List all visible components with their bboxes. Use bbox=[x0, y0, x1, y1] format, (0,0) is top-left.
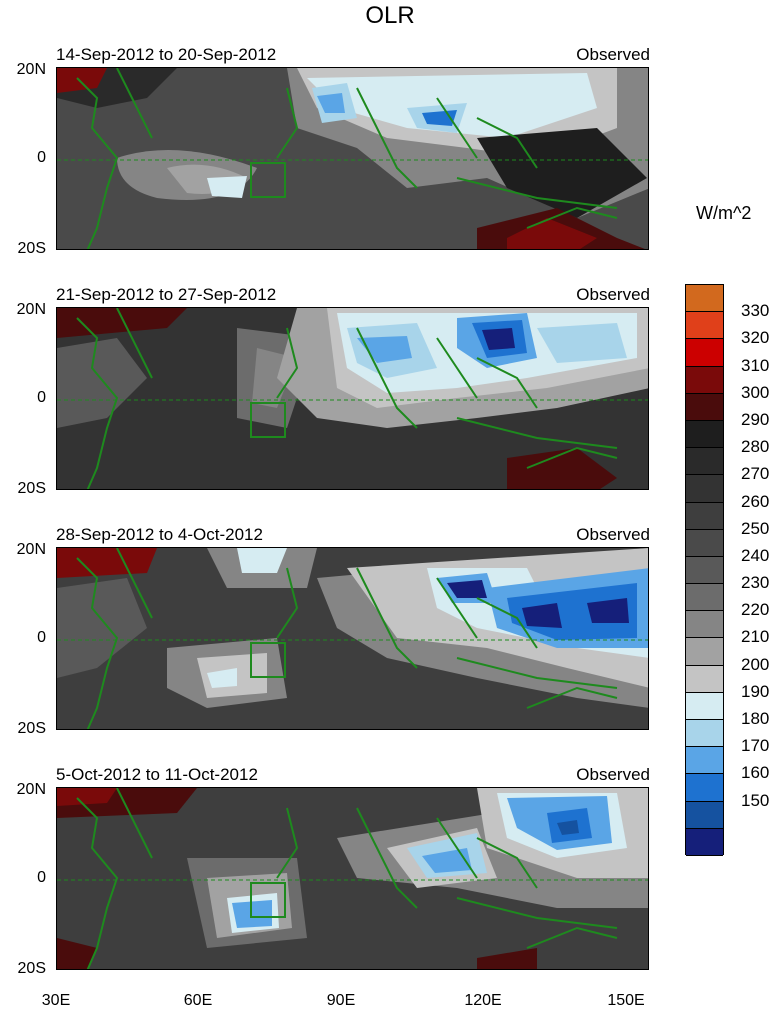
colorbar-level-label: 330 bbox=[741, 301, 770, 321]
colorbar-level-label: 190 bbox=[741, 681, 770, 701]
observed-label: Observed bbox=[576, 45, 650, 64]
date-range-label: 21-Sep-2012 to 27-Sep-2012 bbox=[56, 285, 277, 304]
colorbar-level-label: 260 bbox=[741, 491, 770, 511]
colorbar-box bbox=[686, 774, 723, 802]
colorbar-box bbox=[686, 312, 723, 340]
map-panel-4: 5-Oct-2012 to 11-Oct-2012 Observed bbox=[0, 765, 680, 977]
colorbar-level-label: 280 bbox=[741, 437, 770, 457]
colorbar-box bbox=[686, 502, 723, 530]
map-panel-1: 14-Sep-2012 to 20-Sep-2012 Observed 20N … bbox=[0, 45, 680, 257]
colorbar-box bbox=[686, 665, 723, 693]
map-panel-3: 28-Sep-2012 to 4-Oct-2012 Observed 20N bbox=[0, 525, 680, 737]
colorbar-level-label: 180 bbox=[741, 709, 770, 729]
colorbar-box bbox=[686, 475, 723, 503]
colorbar-level-label: 320 bbox=[741, 328, 770, 348]
colorbar-level-label: 270 bbox=[741, 464, 770, 484]
date-range-label: 28-Sep-2012 to 4-Oct-2012 bbox=[56, 525, 263, 544]
colorbar-box bbox=[686, 692, 723, 721]
lon-label-150e: 150E bbox=[607, 992, 645, 1009]
colorbar-box bbox=[686, 556, 723, 585]
colorbar-box bbox=[686, 638, 723, 666]
lat-label-20s: 20S bbox=[17, 960, 46, 977]
lat-label-20s: 20S bbox=[17, 720, 46, 737]
observed-label: Observed bbox=[576, 285, 650, 304]
map-title: OLR bbox=[365, 2, 415, 29]
lat-label-20n: 20N bbox=[16, 301, 46, 318]
map-panel-2: 21-Sep-2012 to 27-Sep-2012 Observed 20N … bbox=[0, 285, 680, 497]
lat-label-eq: 0 bbox=[37, 149, 46, 166]
colorbar-level-label: 220 bbox=[741, 600, 770, 620]
colorbar-level-label: 200 bbox=[741, 654, 770, 674]
lon-label-60e: 60E bbox=[183, 992, 213, 1009]
olr-map bbox=[56, 307, 649, 490]
lat-label-20n: 20N bbox=[16, 541, 46, 558]
lon-label-120e: 120E bbox=[464, 992, 502, 1009]
colorbar-box bbox=[686, 801, 723, 829]
colorbar-box bbox=[686, 420, 723, 449]
lat-label-eq: 0 bbox=[37, 389, 46, 406]
colorbar bbox=[685, 284, 724, 856]
colorbar-box bbox=[686, 720, 723, 748]
colorbar-level-label: 240 bbox=[741, 545, 770, 565]
lat-label-20n: 20N bbox=[16, 61, 46, 78]
colorbar-level-label: 170 bbox=[741, 736, 770, 756]
colorbar-box bbox=[686, 747, 723, 775]
lat-label-20s: 20S bbox=[17, 480, 46, 497]
lat-label-eq: 0 bbox=[37, 869, 46, 886]
colorbar-box bbox=[686, 339, 723, 367]
colorbar-level-label: 150 bbox=[741, 790, 770, 810]
colorbar-box bbox=[686, 285, 723, 313]
date-range-label: 14-Sep-2012 to 20-Sep-2012 bbox=[56, 45, 277, 64]
olr-map bbox=[56, 787, 649, 970]
lat-label-eq: 0 bbox=[37, 629, 46, 646]
olr-map bbox=[56, 547, 649, 730]
colorbar-level-label: 310 bbox=[741, 355, 770, 375]
olr-map bbox=[56, 67, 649, 250]
colorbar-box bbox=[686, 448, 723, 476]
colorbar-box bbox=[686, 529, 723, 557]
colorbar-level-label: 230 bbox=[741, 573, 770, 593]
observed-label: Observed bbox=[576, 525, 650, 544]
colorbar-title: W/m^2 bbox=[696, 203, 752, 223]
lat-label-20n: 20N bbox=[16, 781, 46, 798]
colorbar-level-label: 160 bbox=[741, 763, 770, 783]
lon-label-90e: 90E bbox=[326, 992, 356, 1009]
colorbar-level-label: 300 bbox=[741, 382, 770, 402]
colorbar-level-label: 250 bbox=[741, 518, 770, 538]
lat-label-20s: 20S bbox=[17, 240, 46, 257]
colorbar-box bbox=[686, 828, 723, 856]
colorbar-box bbox=[686, 611, 723, 639]
colorbar-level-label: 210 bbox=[741, 627, 770, 647]
date-range-label: 5-Oct-2012 to 11-Oct-2012 bbox=[56, 765, 258, 784]
observed-label: Observed bbox=[576, 765, 650, 784]
colorbar-level-label: 290 bbox=[741, 409, 770, 429]
colorbar-box bbox=[686, 584, 723, 612]
colorbar-box bbox=[686, 393, 723, 421]
longitude-axis: 30E 60E 90E 120E 150E bbox=[0, 992, 700, 1012]
lon-label-30e: 30E bbox=[41, 992, 71, 1009]
colorbar-box bbox=[686, 366, 723, 394]
